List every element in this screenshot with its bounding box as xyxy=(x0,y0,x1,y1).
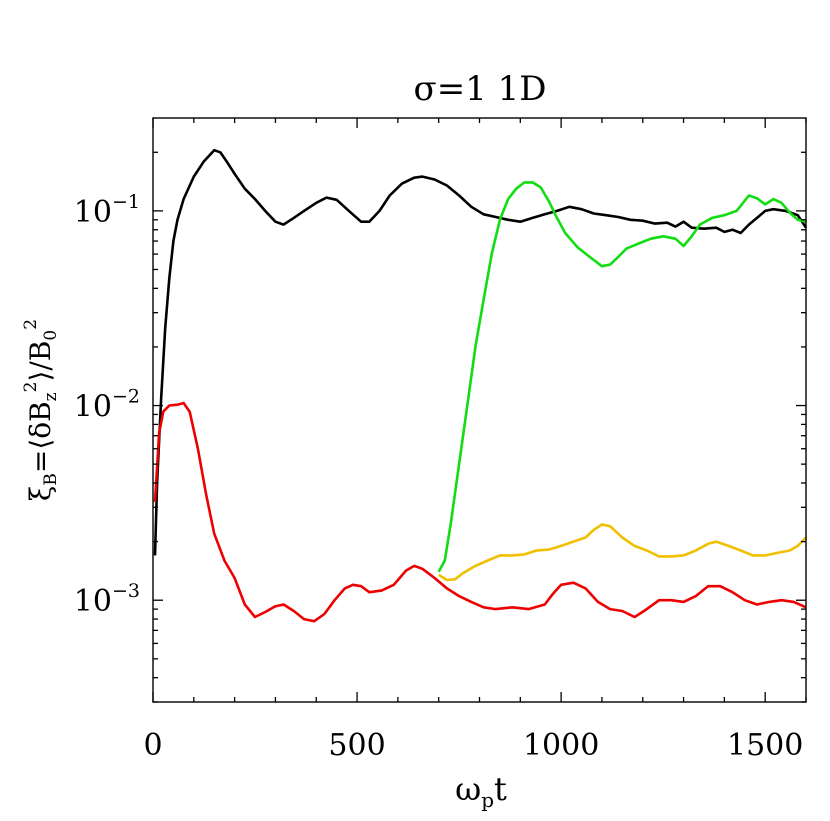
series-line-2 xyxy=(153,401,807,623)
y-tick-label-base: 10 xyxy=(74,390,112,425)
y-tick-label-exp: −2 xyxy=(112,386,140,408)
y-tick-label-exp: −1 xyxy=(112,191,140,213)
y-tick-label-base: 10 xyxy=(74,584,112,619)
x-tick-label: 1000 xyxy=(523,728,599,763)
x-axis-label-base: ω xyxy=(455,770,481,808)
series-line-1 xyxy=(153,148,808,556)
y-tick-label: 10−3 xyxy=(74,580,140,619)
plot-frame xyxy=(152,117,807,703)
chart-title: σ=1 1D xyxy=(413,69,546,109)
y-tick-label-base: 10 xyxy=(74,195,112,230)
series-line-3 xyxy=(437,181,807,573)
x-tick-label: 500 xyxy=(328,728,385,763)
series-line-4 xyxy=(438,523,807,582)
x-axis-label-sub: p xyxy=(481,788,494,812)
series-layer xyxy=(153,148,808,623)
x-axis-label-tail: t xyxy=(494,770,507,808)
y-tick-label: 10−2 xyxy=(74,386,140,425)
x-tick-label: 1500 xyxy=(727,728,803,763)
x-axis-label: ωpt xyxy=(455,770,507,812)
y-axis-label: ξB=⟨δBz2⟩/B02 xyxy=(21,319,61,501)
x-tick-label: 0 xyxy=(143,728,162,763)
y-tick-label-exp: −3 xyxy=(112,580,140,602)
ticks-layer xyxy=(152,118,807,703)
y-tick-label: 10−1 xyxy=(74,191,140,230)
